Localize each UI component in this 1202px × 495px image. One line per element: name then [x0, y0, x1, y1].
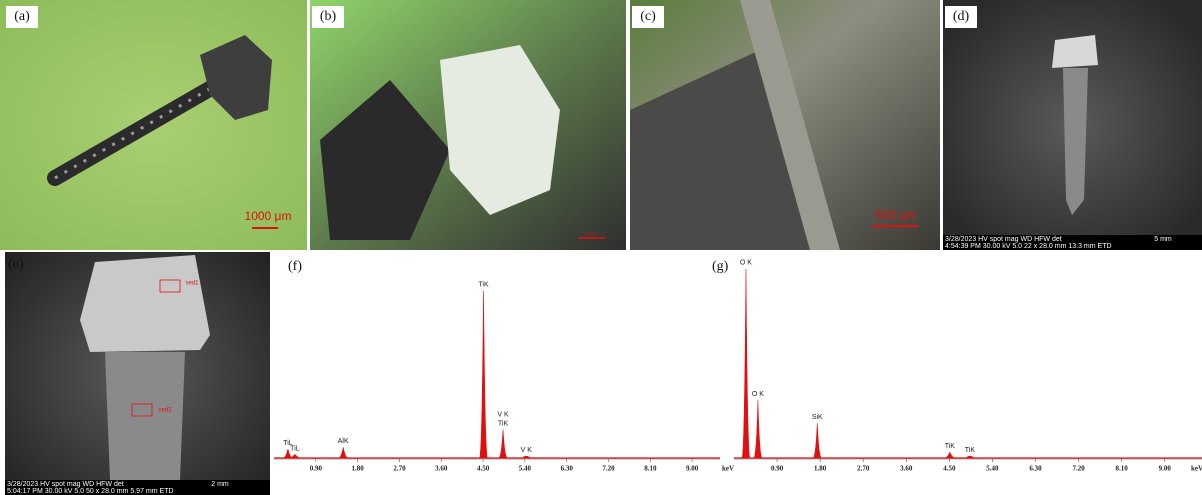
panel-label: (e)	[8, 257, 24, 272]
x-tick-label: 9.00	[686, 465, 699, 473]
peak-label: TiK	[498, 420, 509, 427]
peak	[339, 447, 347, 458]
x-tick-label: 2.70	[857, 465, 870, 473]
peak-label: TiL	[290, 445, 300, 452]
panel-label: (a)	[14, 9, 30, 24]
figure: 1000 μm 500 μm 500 μm 3/28/2023 HV spot …	[0, 0, 1202, 495]
peak	[966, 456, 974, 458]
x-tick-label: 1.80	[352, 465, 365, 473]
sem-info: 4:54:39 PM 30.00 kV 5.0 22 x 28.0 mm 13.…	[945, 243, 1112, 250]
x-tick-label: 8.10	[644, 465, 657, 473]
peak-label: V K	[521, 447, 533, 454]
x-tick-label: 1.80	[814, 465, 827, 473]
marker-label: sed2	[158, 408, 172, 414]
x-tick-label: 3.60	[435, 465, 448, 473]
sem-info: 3/28/2023 HV spot mag WD HFW det	[7, 481, 124, 488]
x-tick-label: 5.40	[519, 465, 532, 473]
panel-label: (b)	[320, 9, 337, 24]
peak	[754, 400, 762, 458]
panel-label: (d)	[953, 9, 970, 24]
peak-label: TiK	[945, 443, 956, 450]
x-tick-label: 7.20	[1072, 465, 1085, 473]
panel-label: (g)	[712, 259, 729, 274]
scale-bar-label: 500 μm	[876, 208, 916, 222]
marker-label: sed1	[185, 281, 199, 287]
sem-info: 5:04:17 PM 30.00 kV 5.0 50 x 28.0 mm 5.9…	[7, 488, 174, 495]
x-tick-label: 4.50	[477, 465, 490, 473]
peak-label: TiK	[478, 282, 489, 289]
peak-label: V K	[497, 411, 509, 418]
peak	[946, 452, 954, 458]
x-tick-label: 6.30	[1029, 465, 1042, 473]
scale-bar-label: 500 μm	[584, 231, 598, 236]
peak	[291, 454, 299, 458]
peak	[522, 456, 530, 458]
panel-label: (c)	[640, 9, 656, 24]
sem-info: 3/28/2023 HV spot mag WD HFW det	[945, 236, 1062, 243]
peak-label: TiK	[965, 447, 976, 454]
peak-label: O K	[740, 260, 752, 267]
x-tick-label: 3.60	[900, 465, 913, 473]
scale-bar-label: 2 mm	[211, 481, 229, 488]
screw-head	[1052, 35, 1098, 68]
x-tick-label: 2.70	[393, 465, 406, 473]
peak-label: O K	[752, 391, 764, 398]
x-tick-label: 9.00	[1159, 465, 1172, 473]
x-tick-label: 4.50	[943, 465, 956, 473]
peak	[742, 269, 750, 458]
peak-label: AlK	[338, 438, 349, 445]
screw-head	[80, 255, 210, 352]
x-tick-label: 7.20	[602, 465, 615, 473]
x-tick-label: 0.90	[771, 465, 784, 473]
x-tick-label: 8.10	[1116, 465, 1129, 473]
x-tick-label: 5.40	[986, 465, 999, 473]
peak	[480, 291, 488, 458]
peak	[813, 423, 821, 458]
scale-bar-label: 1000 μm	[245, 209, 292, 223]
peak	[499, 430, 507, 458]
scale-bar-label: 5 mm	[1154, 236, 1172, 243]
x-unit: keV	[722, 465, 734, 473]
panel-label: (f)	[288, 259, 302, 274]
x-tick-label: 0.90	[310, 465, 323, 473]
peak-label: SiK	[812, 414, 823, 421]
x-unit: keV	[1191, 465, 1202, 473]
x-tick-label: 6.30	[561, 465, 574, 473]
